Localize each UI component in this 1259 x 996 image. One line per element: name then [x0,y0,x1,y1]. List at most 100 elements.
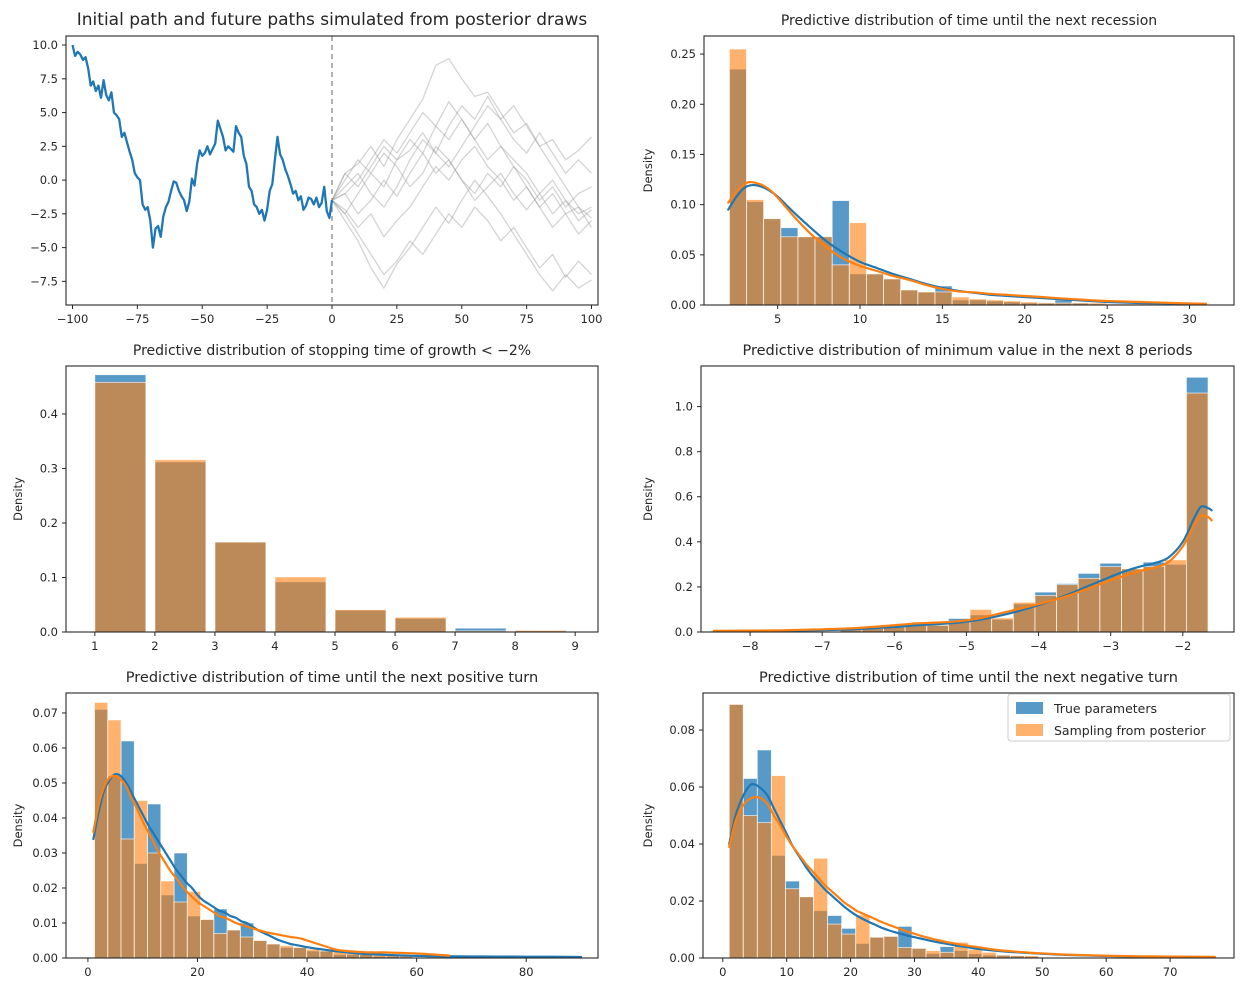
hist-bar-orange [897,947,913,959]
x-tick-label: 70 [1163,965,1178,979]
y-tick-label: 1.0 [675,400,693,414]
subplot-stopping-time: 0.0 0.1 0.2 0.3 0.4 1 2 3 4 5 6 7 8 9 Predictive distr… [11,343,599,653]
hist-bar-orange [917,291,936,306]
subplot-title: Initial path and future paths simulated … [77,10,588,30]
x-tick-label: 0 [84,965,91,979]
future-path-line [331,95,592,208]
hist-bar-orange [900,289,919,306]
hist-bar-orange [925,950,941,959]
x-tick-label: 2 [151,639,158,653]
y-tick-label: 0.10 [670,198,696,212]
hist-bar-orange [799,896,814,959]
hist-bar-orange [253,940,268,959]
hist-bar-orange [266,943,281,959]
y-axis-label: Density [11,477,25,521]
hist-bar-orange [728,48,747,306]
y-tick-label: 0.06 [669,780,695,794]
y-tick-label: 0.20 [670,97,696,111]
y-tick-label: 0.00 [32,951,58,965]
x-tick-label: −100 [57,312,89,326]
x-tick-label: 3 [211,639,218,653]
hist-bar-orange [394,616,447,633]
y-tick-label: 0.0 [40,625,58,639]
hist-bar-orange [831,264,850,306]
subplot-minimum-value: 0.0 0.2 0.4 0.6 0.8 1.0 −8 −7 −6 −5 −4 −3 −2 Predicti… [641,343,1235,653]
x-tick-label: 10 [779,965,794,979]
x-tick-label: 1 [91,639,98,653]
y-tick-label: 5.0 [40,106,58,120]
hist-bar-orange [160,880,175,959]
hist-bar-orange [991,617,1014,633]
x-tick-label: 40 [300,965,315,979]
x-tick-label: −4 [1030,639,1047,653]
x-tick-label: 9 [572,639,579,653]
y-tick-label: 0.01 [32,916,58,930]
kde-line-orange [728,795,1216,958]
future-path-line [331,145,592,222]
subplot-title: Predictive distribution of time until th… [126,670,538,686]
y-tick-label: 0.25 [670,47,696,61]
hist-bar-orange [985,299,1004,306]
hist-bar-orange [1142,566,1166,633]
hist-bar-orange [785,888,800,959]
y-tick-label: 10.0 [32,38,58,52]
hist-bar-orange [814,236,833,306]
y-tick-label: 0.06 [32,741,58,755]
x-tick-label: −2 [1174,639,1191,653]
hist-bar-orange [967,949,983,959]
hist-bar-orange [1121,568,1144,633]
x-tick-label: −3 [1102,639,1119,653]
x-tick-label: −8 [742,639,759,653]
hist-bar-orange [133,800,148,959]
x-tick-label: 6 [391,639,398,653]
hist-bar-orange [866,273,884,306]
y-tick-label: 0.4 [40,407,58,421]
hist-bar-orange [746,199,765,306]
y-tick-label: 0.02 [669,894,695,908]
hist-bar-orange [274,576,327,633]
y-tick-label: 0.00 [670,298,696,312]
hist-bar-orange [213,933,228,959]
subplot-recession: 0.00 0.05 0.10 0.15 0.20 0.25 5 10 15 20 25 30 Predi… [641,13,1235,326]
x-tick-label: 5 [331,639,338,653]
future-path-line [331,57,592,201]
x-tick-label: 30 [1182,312,1197,326]
initial-path-line [71,44,334,249]
hist-bar-orange [306,948,321,959]
hist-bar-orange [319,950,334,959]
hist-bar-orange [214,541,267,633]
hist-bar-orange [926,624,949,633]
x-tick-label: 60 [409,965,424,979]
x-tick-label: 75 [519,312,534,326]
legend-label: Sampling from posterior [1054,723,1206,738]
x-tick-label: 20 [1017,312,1032,326]
y-tick-label: 0.03 [32,846,58,860]
hist-bar-orange [200,919,215,959]
x-tick-label: 25 [1100,312,1115,326]
hist-bar-orange [911,947,927,959]
x-tick-label: 50 [1035,965,1050,979]
x-tick-label: 30 [907,965,922,979]
y-tick-label: 0.07 [32,706,58,720]
axis-spine [65,692,599,959]
kde-line-orange [712,514,1213,632]
hist-bar-orange [951,296,970,306]
hist-bar-orange [292,947,308,959]
subplot-title: Predictive distribution of time until th… [781,13,1157,29]
axis-spine [65,365,599,633]
future-path-line [331,118,592,235]
x-tick-label: −5 [958,639,975,653]
y-tick-label: −5.0 [30,241,58,255]
subplot-title: Predictive distribution of time until th… [759,670,1178,686]
y-tick-label: 0.02 [32,881,58,895]
plot-area [66,36,598,305]
future-path-line [331,199,592,278]
legend-swatch-blue [1016,702,1043,714]
x-tick-label: 15 [935,312,950,326]
kde-line-orange [727,180,1208,305]
x-tick-label: 0 [719,965,726,979]
hist-bar-orange [780,236,799,306]
x-tick-label: 60 [1099,965,1114,979]
hist-bar-orange [147,852,162,959]
